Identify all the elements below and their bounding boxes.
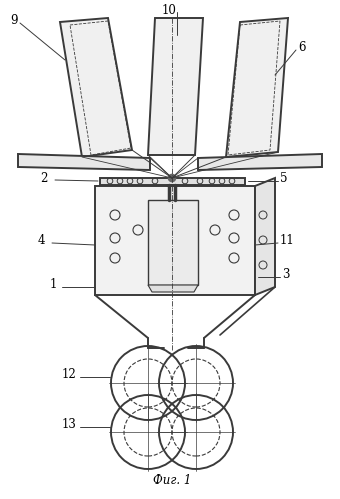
Text: 3: 3	[282, 268, 289, 281]
Bar	[100, 178, 245, 185]
Text: 12: 12	[62, 368, 77, 382]
Text: 6: 6	[298, 40, 306, 53]
Text: 9: 9	[10, 13, 17, 26]
Bar	[148, 200, 198, 285]
Text: 11: 11	[280, 234, 295, 247]
Text: 5: 5	[280, 172, 288, 185]
Text: 4: 4	[38, 234, 46, 247]
Polygon shape	[148, 18, 203, 155]
Text: 2: 2	[40, 172, 47, 185]
Bar	[95, 186, 255, 295]
Polygon shape	[60, 18, 132, 157]
Polygon shape	[148, 285, 198, 292]
Text: Фиг. 1: Фиг. 1	[153, 474, 191, 487]
Polygon shape	[226, 18, 288, 157]
Text: 1: 1	[50, 278, 57, 291]
Polygon shape	[18, 154, 150, 170]
Circle shape	[169, 175, 175, 182]
Polygon shape	[255, 178, 275, 295]
Polygon shape	[198, 154, 322, 170]
Text: 13: 13	[62, 419, 77, 432]
Text: 10: 10	[162, 3, 177, 16]
